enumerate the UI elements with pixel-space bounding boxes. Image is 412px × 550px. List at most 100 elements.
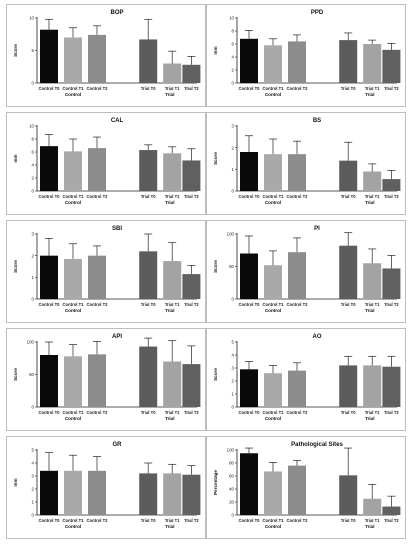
y-axis-label: mm — [13, 478, 18, 486]
bar — [363, 365, 382, 407]
category-label: Control T0 — [39, 518, 61, 523]
bar — [40, 355, 58, 407]
y-tick-label: 0 — [232, 513, 235, 518]
bar — [288, 154, 306, 191]
y-tick-label: 6 — [32, 150, 35, 155]
bar — [363, 498, 382, 515]
y-tick-label: 0 — [232, 189, 235, 194]
category-label: Control T0 — [39, 194, 61, 199]
chart-title: BOP — [110, 10, 123, 16]
chart-svg: BS Score 0 1 2 3 Control T0 Control T1 Control T… — [213, 118, 401, 205]
y-tick-label: 40 — [229, 487, 234, 492]
group-label: Control — [65, 92, 81, 97]
category-label: Control T2 — [87, 302, 109, 307]
y-axis-label: Score — [13, 368, 18, 381]
category-label: Control T2 — [287, 410, 309, 415]
category-label: Trial T2 — [384, 86, 399, 91]
chart-svg: SBI Score 0 1 2 3 Control T0 Control T1 Control … — [13, 226, 201, 313]
chart-title: API — [112, 334, 122, 340]
bar — [139, 346, 158, 407]
category-label: Trial T1 — [365, 86, 380, 91]
bar — [163, 153, 182, 191]
y-tick-label: 0 — [232, 81, 235, 86]
category-label: Control T2 — [287, 302, 309, 307]
category-label: Control T0 — [39, 302, 61, 307]
bar — [88, 255, 106, 299]
bar — [64, 151, 82, 191]
category-label: Control T0 — [39, 86, 61, 91]
y-tick-label: 20 — [229, 500, 234, 505]
bar — [40, 146, 58, 191]
chart-title: BS — [313, 118, 321, 124]
category-label: Trial T0 — [141, 194, 156, 199]
category-label: Trial T2 — [384, 194, 399, 199]
y-tick-label: 8 — [232, 29, 235, 34]
category-label: Control T0 — [239, 86, 261, 91]
bar — [339, 365, 358, 407]
y-tick-label: 5 — [32, 448, 35, 453]
y-tick-label: 2 — [32, 253, 35, 258]
bar — [88, 354, 106, 407]
category-label: Trial T1 — [165, 194, 180, 199]
group-label: Control — [265, 308, 281, 313]
y-tick-label: 50 — [29, 372, 34, 377]
category-label: Trial T0 — [341, 194, 356, 199]
category-label: Trial T1 — [365, 194, 380, 199]
y-tick-label: 0 — [32, 297, 35, 302]
bar — [182, 364, 201, 407]
chart-panel-10: Pathological Sites Percentage 0 20 40 60 80 100… — [206, 436, 406, 539]
group-label: Trial — [365, 524, 374, 529]
bar — [139, 150, 158, 191]
bar — [339, 160, 358, 191]
chart-panel-1: BOP Score 0 5 10 Control T0 Control T1 Control … — [6, 4, 206, 107]
chart-panel-3: CAL mm 0 2 4 6 8 10 Control T0 Control T1 Control … — [6, 112, 206, 215]
chart-panel-7: API Score 0 50 100 Control T0 Control T1 Contro… — [6, 328, 206, 431]
bar — [40, 29, 58, 83]
category-label: Trial T2 — [184, 86, 199, 91]
bar — [264, 471, 282, 515]
bar — [40, 255, 58, 299]
chart-svg: AO Score 0 1 2 3 4 5 Control T0 Control T1 Control… — [213, 334, 401, 421]
bar — [382, 179, 401, 191]
chart-title: PI — [314, 226, 320, 232]
y-tick-label: 0 — [232, 297, 235, 302]
bar — [339, 245, 358, 299]
chart-title: AO — [313, 334, 322, 340]
bar — [288, 41, 306, 83]
y-tick-label: 100 — [27, 340, 35, 345]
y-tick-label: 0 — [32, 81, 35, 86]
category-label: Control T1 — [63, 86, 85, 91]
chart-panel-4: BS Score 0 1 2 3 Control T0 Control T1 Control T… — [206, 112, 406, 215]
category-label: Trial T1 — [365, 518, 380, 523]
bar — [139, 251, 158, 299]
category-label: Control T1 — [63, 518, 85, 523]
category-label: Trial T0 — [341, 410, 356, 415]
category-label: Trial T1 — [165, 302, 180, 307]
bar — [363, 44, 382, 83]
y-tick-label: 5 — [32, 48, 35, 53]
y-tick-label: 3 — [232, 124, 235, 129]
y-tick-label: 50 — [229, 264, 234, 269]
chart-panel-9: GR mm 0 1 2 3 4 5 Control T0 Control T1 Control T2… — [6, 436, 206, 539]
y-tick-label: 4 — [32, 461, 35, 466]
bar — [240, 38, 258, 83]
chart-panel-6: PI Score 0 50 100 Control T0 Control T1 Control… — [206, 220, 406, 323]
category-label: Control T0 — [239, 410, 261, 415]
y-tick-label: 60 — [229, 474, 234, 479]
y-tick-label: 4 — [232, 353, 235, 358]
bar — [182, 274, 201, 299]
chart-title: GR — [113, 442, 123, 448]
y-axis-label: Score — [13, 260, 18, 273]
bar — [264, 154, 282, 191]
chart-svg: API Score 0 50 100 Control T0 Control T1 Contro… — [13, 334, 201, 421]
bar — [264, 265, 282, 299]
group-label: Trial — [365, 92, 374, 97]
y-tick-label: 2 — [32, 487, 35, 492]
y-axis-label: Score — [213, 368, 218, 381]
category-label: Trial T1 — [365, 302, 380, 307]
category-label: Control T0 — [239, 194, 261, 199]
category-label: Control T2 — [287, 518, 309, 523]
chart-panel-2: PPD mm 0 2 4 6 8 10 Control T0 Control T1 Control … — [206, 4, 406, 107]
category-label: Trial T0 — [341, 518, 356, 523]
chart-svg: PPD mm 0 2 4 6 8 10 Control T0 Control T1 Control … — [213, 10, 401, 97]
